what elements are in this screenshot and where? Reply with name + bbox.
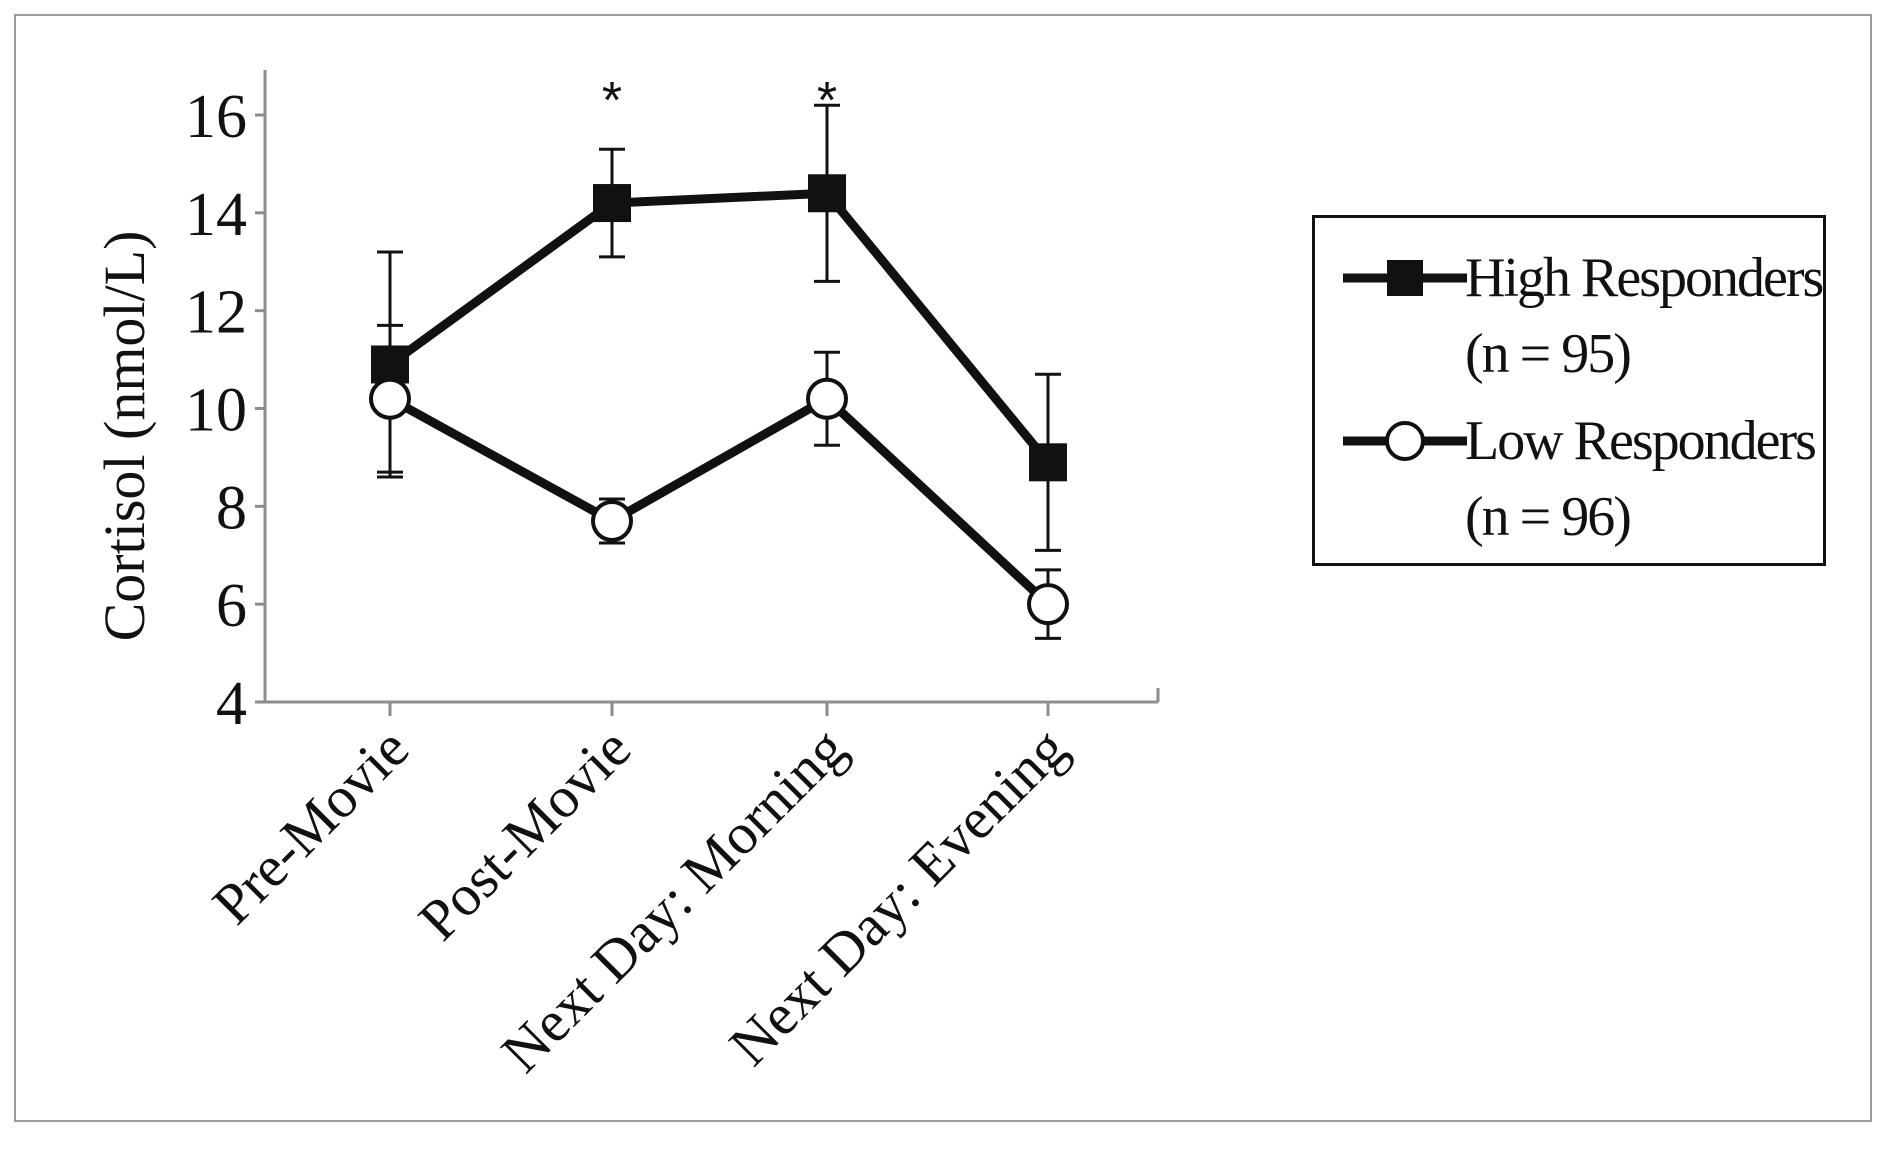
y-tick-label: 4: [216, 670, 247, 738]
annotations: * *: [602, 72, 837, 130]
legend-label-high: High Responders (n = 95): [1465, 247, 1824, 385]
series-low-responders: [369, 323, 1069, 640]
significance-star: *: [602, 72, 622, 130]
significance-star: *: [817, 72, 837, 130]
series-line: [387, 188, 1052, 466]
series-layer: [369, 103, 1069, 640]
y-tick-label: 12: [185, 279, 247, 347]
y-tick-label: 16: [185, 83, 247, 151]
data-point: [593, 184, 631, 223]
data-point: [1027, 583, 1069, 626]
data-point: [1029, 443, 1067, 482]
y-tick-label: 6: [216, 572, 247, 640]
data-point: [806, 377, 848, 420]
x-tick-label: Post-Movie: [406, 715, 643, 952]
y-tick-label: 8: [216, 474, 247, 542]
x-tick-label: Pre-Movie: [200, 715, 421, 936]
axes: [263, 70, 1160, 704]
data-point: [808, 174, 846, 213]
legend-symbol-filled-square: [1343, 260, 1467, 296]
legend-label-low: Low Responders (n = 96): [1465, 410, 1817, 548]
y-ticks: 4 6 8 10 12 14 16: [185, 83, 265, 738]
legend: High Responders (n = 95) Low Responders …: [1312, 215, 1826, 566]
data-point: [591, 500, 633, 543]
data-point: [369, 377, 411, 420]
figure-frame: 4 6 8 10 12 14 16 Pre-Movie Post-Movie Next Day:…: [14, 14, 1872, 1122]
series-line: [387, 394, 1052, 608]
y-tick-label: 14: [185, 181, 247, 249]
legend-symbol-open-circle: [1343, 421, 1467, 461]
y-tick-label: 10: [185, 377, 247, 445]
y-axis-label: Cortisol (nmol/L): [92, 231, 157, 642]
series-high-responders: [371, 103, 1067, 552]
